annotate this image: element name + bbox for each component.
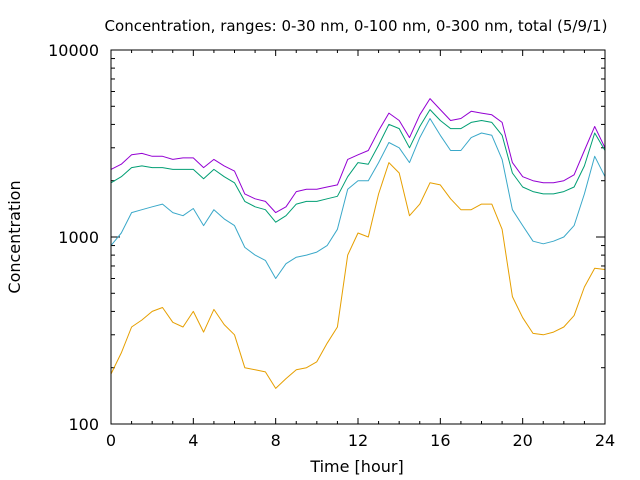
y-axis-label: Concentration <box>5 180 24 293</box>
x-axis-label: Time [hour] <box>309 457 403 476</box>
x-tick-label: 8 <box>271 431 281 450</box>
y-tick-label: 10000 <box>48 41 99 60</box>
x-tick-label: 20 <box>512 431 532 450</box>
y-tick-label: 1000 <box>58 228 99 247</box>
x-tick-label: 16 <box>430 431 450 450</box>
x-tick-label: 12 <box>348 431 368 450</box>
tick-labels: 0 4 8 12 16 20 24 100 1000 10000 <box>48 41 615 450</box>
x-tick-label: 4 <box>188 431 198 450</box>
chart-title: Concentration, ranges: 0-30 nm, 0-100 nm… <box>105 17 608 35</box>
series-line-0 <box>110 162 606 389</box>
series-line-2 <box>110 109 606 223</box>
series-line-3 <box>110 98 606 214</box>
series-line-1 <box>110 118 606 279</box>
x-tick-label: 24 <box>595 431 615 450</box>
y-tick-label: 100 <box>68 415 99 434</box>
series-lines <box>110 98 606 389</box>
plot-frame <box>110 49 606 425</box>
axis-ticks <box>110 49 606 425</box>
x-tick-label: 0 <box>106 431 116 450</box>
